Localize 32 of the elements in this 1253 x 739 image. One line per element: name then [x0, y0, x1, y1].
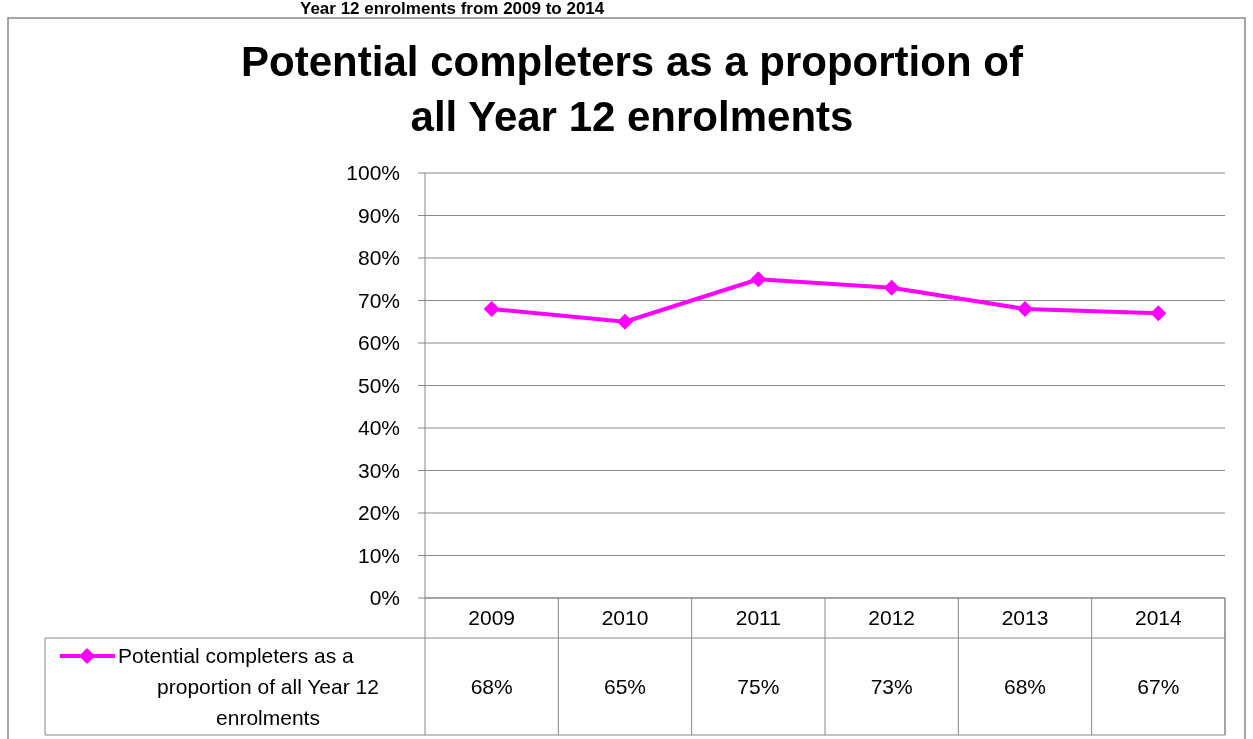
x-tick-label: 2011 [735, 606, 781, 630]
y-tick-label: 70% [357, 288, 400, 312]
point [883, 279, 900, 296]
data-label: 73% [870, 675, 913, 699]
y-tick-label: 20% [357, 501, 400, 525]
chart-title: Potential completers as a proportion of all Year 12 enrolments [241, 38, 1024, 140]
x-tick-label: 2013 [1001, 606, 1049, 630]
point [750, 271, 767, 288]
text: Year 12 enrolments from 2009 to 2014 [300, 0, 605, 18]
data-label: 65% [603, 675, 647, 699]
y-tick-label: 90% [357, 203, 400, 227]
y-tick-label: 30% [357, 458, 400, 482]
point [1150, 305, 1167, 322]
x-tick-label: 2012 [868, 606, 916, 630]
point [1017, 301, 1033, 317]
data-label: 68% [1003, 675, 1047, 699]
point [483, 301, 500, 317]
y-tick-label: 60% [357, 331, 400, 355]
legend-label: Potential completers as a proportion of all Year 12 enrolments [118, 644, 379, 730]
x-tick-label: 2009 [468, 606, 516, 630]
y-tick-label: 10% [357, 543, 400, 567]
data-label: 68% [470, 675, 513, 699]
y-tick-label: 0% [369, 586, 400, 610]
data-label: 67% [1137, 675, 1180, 699]
y-tick-label: 40% [357, 416, 400, 440]
y-tick-label: 50% [357, 373, 400, 397]
data-label: 75% [737, 675, 780, 699]
x-tick-label: 2010 [601, 606, 649, 630]
point [617, 313, 633, 330]
y-tick-label: 100% [346, 161, 400, 185]
y-tick-label: 80% [357, 246, 400, 270]
x-tick-label: 2014 [1134, 606, 1183, 630]
